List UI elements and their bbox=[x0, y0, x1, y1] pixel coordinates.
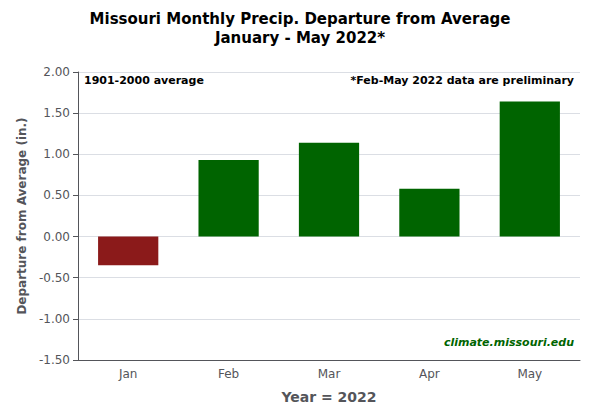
svg-text:0.50: 0.50 bbox=[43, 188, 70, 202]
svg-text:1.50: 1.50 bbox=[43, 106, 70, 120]
svg-text:Missouri Monthly Precip. Depar: Missouri Monthly Precip. Departure from … bbox=[90, 10, 511, 28]
svg-text:January - May 2022*: January - May 2022* bbox=[214, 29, 385, 47]
svg-text:-1.00: -1.00 bbox=[39, 312, 70, 326]
svg-text:Mar: Mar bbox=[318, 367, 341, 381]
svg-text:2.00: 2.00 bbox=[43, 65, 70, 79]
svg-text:1901-2000 average: 1901-2000 average bbox=[84, 74, 204, 87]
svg-text:Year = 2022: Year = 2022 bbox=[280, 389, 376, 405]
svg-text:climate.missouri.edu: climate.missouri.edu bbox=[444, 336, 574, 349]
svg-text:0.00: 0.00 bbox=[43, 230, 70, 244]
svg-text:Apr: Apr bbox=[419, 367, 440, 381]
svg-text:Feb: Feb bbox=[218, 367, 239, 381]
svg-text:Jan: Jan bbox=[118, 367, 138, 381]
svg-text:May: May bbox=[517, 367, 542, 381]
svg-text:Departure from Average (in.): Departure from Average (in.) bbox=[15, 117, 29, 314]
svg-text:-1.50: -1.50 bbox=[39, 353, 70, 367]
svg-text:*Feb-May 2022 data are prelimi: *Feb-May 2022 data are preliminary bbox=[350, 74, 574, 87]
svg-text:-0.50: -0.50 bbox=[39, 271, 70, 285]
svg-text:1.00: 1.00 bbox=[43, 147, 70, 161]
